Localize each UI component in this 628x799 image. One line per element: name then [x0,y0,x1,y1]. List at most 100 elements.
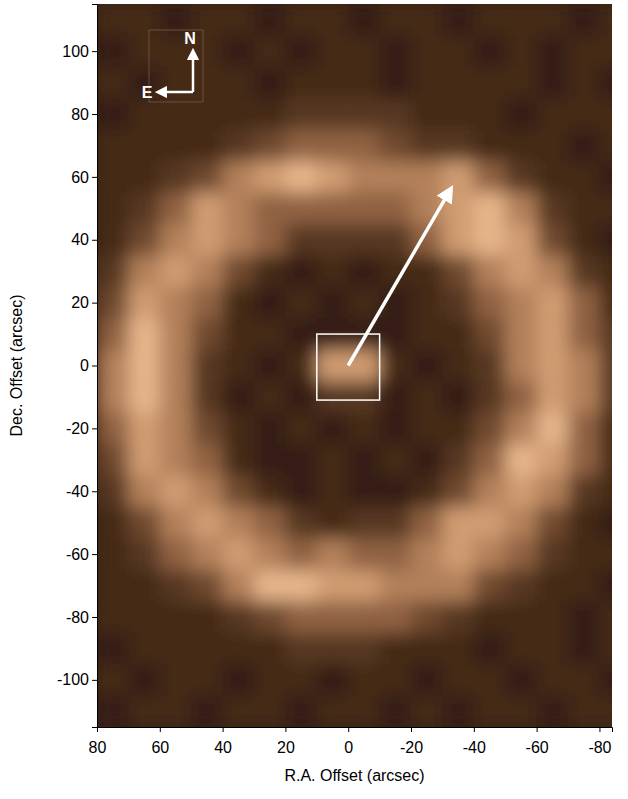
heatmap-cell [568,538,600,570]
heatmap-cell [442,507,474,539]
heatmap-cell [380,633,412,665]
heatmap-cell [411,35,443,67]
heatmap-cell [97,696,129,727]
heatmap-cell [128,444,160,476]
heatmap-cell [128,350,160,382]
heatmap-cell [537,130,569,162]
heatmap-cell [380,318,412,350]
heatmap-cell [411,476,443,508]
heatmap-cell [505,413,537,445]
chart-svg: NE806040200-20-40-60-80100806040200-20-4… [0,0,628,799]
heatmap-cell [223,633,255,665]
heatmap-cell [317,381,349,413]
heatmap-cell [505,601,537,633]
heatmap-cell [160,507,192,539]
heatmap-cell [317,350,349,382]
heatmap-cell [380,130,412,162]
heatmap-cell [317,130,349,162]
heatmap-cell [128,570,160,602]
heatmap-cell [160,476,192,508]
heatmap-cell [191,255,223,287]
heatmap-cell [160,350,192,382]
heatmap-cell [568,601,600,633]
heatmap-cell [505,476,537,508]
tick-mark [92,177,97,178]
heatmap-cell [317,633,349,665]
y-axis: 100806040200-20-40-60-80-100 [57,5,98,728]
heatmap-cell [348,413,380,445]
heatmap-cell [317,193,349,225]
heatmap-cell [474,413,506,445]
heatmap-cell [285,4,317,36]
heatmap-cell [223,538,255,570]
heatmap-cell [97,98,129,130]
heatmap-cell [223,350,255,382]
heatmap-cell [285,287,317,319]
heatmap-cell [128,224,160,256]
chart-container: NE806040200-20-40-60-80100806040200-20-4… [0,0,628,799]
compass-north-label: N [184,30,196,47]
tick: -20 [66,420,97,437]
tick-label: -80 [66,609,89,626]
heatmap-cell [474,633,506,665]
heatmap-cell [411,287,443,319]
tick: -80 [66,609,97,626]
heatmap-cell [411,601,443,633]
heatmap-cell [568,350,600,382]
heatmap-cell [411,664,443,696]
heatmap-cell [97,570,129,602]
heatmap-cell [505,633,537,665]
heatmap-cell [442,633,474,665]
heatmap-cell [442,413,474,445]
heatmap-cell [191,287,223,319]
heatmap-cell [411,696,443,727]
heatmap-cell [505,538,537,570]
heatmap-cell [380,350,412,382]
heatmap-cell [317,287,349,319]
heatmap-cell [97,161,129,193]
tick-mark [92,303,97,304]
heatmap-cell [599,570,612,602]
heatmap-cell [505,98,537,130]
heatmap-cell [128,4,160,36]
tick-mark [92,554,97,555]
tick: -80 [588,727,611,756]
tick-label: 20 [277,739,295,756]
tick: -100 [57,671,97,688]
heatmap-cell [348,98,380,130]
heatmap-cell [380,98,412,130]
heatmap-cell [442,161,474,193]
heatmap-cell [191,98,223,130]
heatmap-cell [160,318,192,350]
tick-label: 60 [151,739,169,756]
tick-mark [599,727,600,732]
tick: 20 [277,727,295,756]
heatmap-cell [380,381,412,413]
heatmap-cell [599,255,612,287]
heatmap-cell [411,161,443,193]
heatmap-cell [348,507,380,539]
heatmap-cell [474,193,506,225]
heatmap-cell [505,161,537,193]
heatmap-cell [191,476,223,508]
heatmap-cell [505,193,537,225]
heatmap-cell [380,601,412,633]
heatmap-cell [128,161,160,193]
tick-mark [92,428,97,429]
heatmap-cell [537,67,569,99]
heatmap-cell [537,350,569,382]
heatmap-cell [474,67,506,99]
tick: 60 [71,169,97,186]
tick-label: -100 [57,671,89,688]
heatmap-cell [599,130,612,162]
heatmap-cell [537,696,569,727]
heatmap-cell [254,350,286,382]
heatmap-cell [223,507,255,539]
heatmap-cell [599,444,612,476]
heatmap-cell [254,538,286,570]
annotation-arrow [348,193,448,366]
heatmap-cell [505,224,537,256]
heatmap-cell [380,538,412,570]
heatmap-cell [348,601,380,633]
tick: 20 [71,294,97,311]
